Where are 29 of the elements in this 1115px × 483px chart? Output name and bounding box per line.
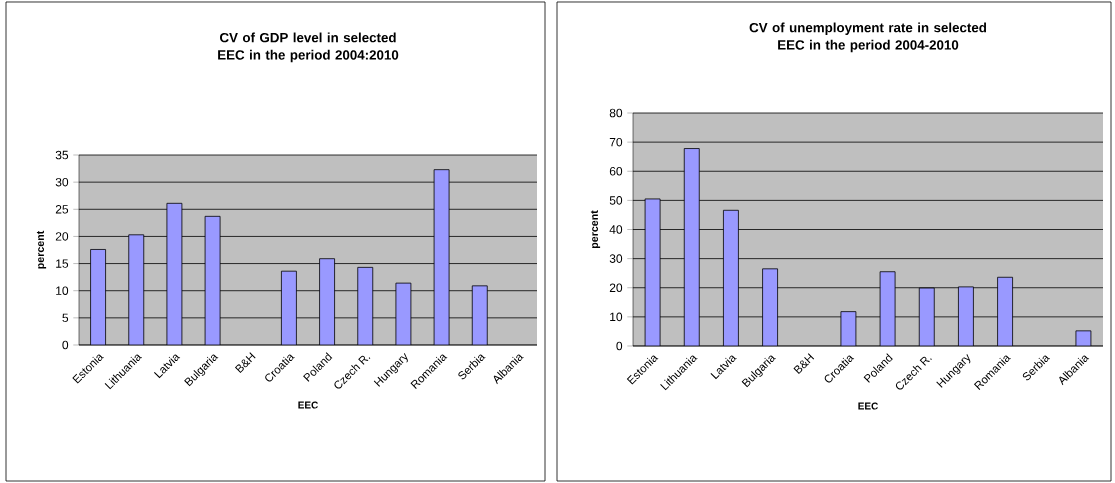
y-tick-label: 70 <box>609 137 623 147</box>
y-tick-label: 30 <box>55 177 69 187</box>
bar <box>918 287 935 346</box>
chart-title: CV of unemployment rate in selected EEC in the period 2004-2010 <box>749 22 987 53</box>
bar <box>723 209 739 346</box>
y-tick-label: 30 <box>609 254 623 263</box>
y-tick-label: 60 <box>609 167 623 176</box>
y-tick-label: 80 <box>609 108 623 118</box>
y-tick-label: 25 <box>55 205 69 214</box>
y-tick-label: 35 <box>55 150 69 160</box>
y-axis-title: percent <box>36 230 47 269</box>
bar <box>997 276 1013 346</box>
y-tick-label: 0 <box>616 341 623 351</box>
y-tick-label: 15 <box>56 259 69 268</box>
y-tick-label: 10 <box>56 286 69 295</box>
x-axis-title: EEC <box>298 401 318 409</box>
y-tick-label: 50 <box>609 196 623 205</box>
y-tick-label: 0 <box>62 340 69 350</box>
bar <box>683 148 700 346</box>
y-tick-label: 10 <box>610 312 623 322</box>
y-axis-title: percent <box>590 210 601 249</box>
bar <box>958 286 974 346</box>
x-axis-title: EEC <box>858 402 879 410</box>
y-tick-label: 40 <box>609 225 623 234</box>
y-tick-label: 20 <box>609 283 623 293</box>
chart-title: CV of GDP level in selected EEC in the period 2004:2010 <box>218 32 399 63</box>
bar <box>762 268 778 346</box>
y-tick-label: 20 <box>55 232 69 241</box>
y-tick-label: 5 <box>62 313 69 323</box>
